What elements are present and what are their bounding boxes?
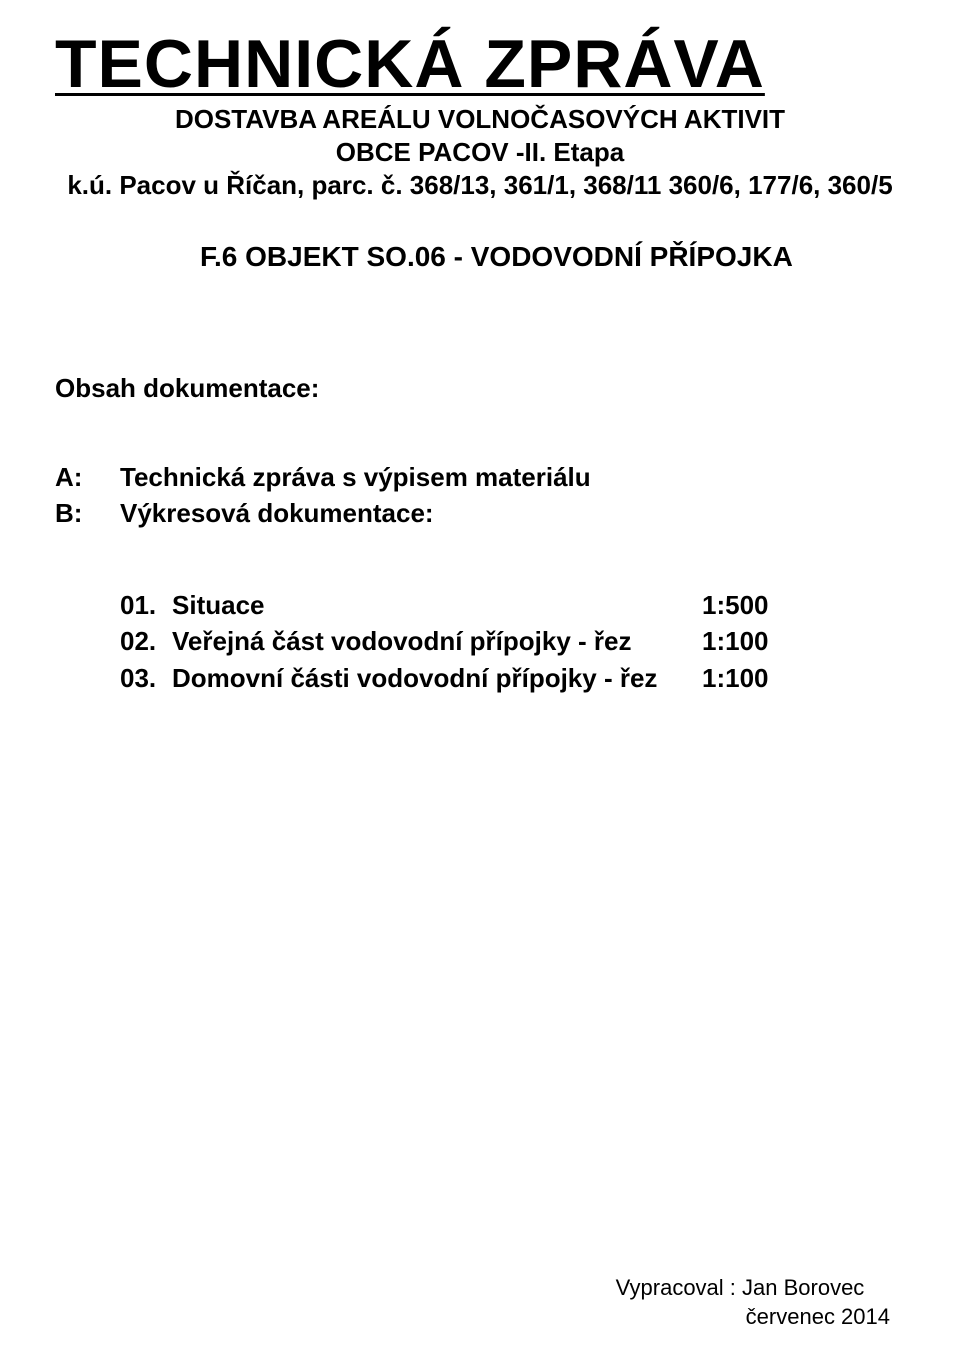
list-scale: 1:500 [702, 587, 769, 623]
footer: Vypracoval : Jan Borovec červenec 2014 [616, 1273, 890, 1332]
footer-date: červenec 2014 [616, 1302, 890, 1332]
section-heading: F.6 OBJEKT SO.06 - VODOVODNÍ PŘÍPOJKA [200, 241, 905, 273]
list-scale: 1:100 [702, 660, 769, 696]
list-description: Domovní části vodovodní přípojky - řez [172, 660, 702, 696]
list-text: Výkresová dokumentace: [120, 495, 434, 531]
list-item: B: Výkresová dokumentace: [55, 495, 905, 531]
list-scale: 1:100 [702, 623, 769, 659]
list-number: 01. [120, 587, 172, 623]
list-description: Veřejná část vodovodní přípojky - řez [172, 623, 702, 659]
drawings-list: 01. Situace 1:500 02. Veřejná část vodov… [120, 587, 905, 696]
list-item: 03. Domovní části vodovodní přípojky - ř… [120, 660, 905, 696]
list-letter: B: [55, 495, 120, 531]
subtitle-line-1: DOSTAVBA AREÁLU VOLNOČASOVÝCH AKTIVIT [55, 104, 905, 135]
footer-author: Vypracoval : Jan Borovec [616, 1273, 890, 1303]
list-number: 03. [120, 660, 172, 696]
page: TECHNICKÁ ZPRÁVA DOSTAVBA AREÁLU VOLNOČA… [0, 0, 960, 726]
subtitle-line-3: k.ú. Pacov u Říčan, parc. č. 368/13, 361… [55, 170, 905, 201]
list-description: Situace [172, 587, 702, 623]
contents-ab-list: A: Technická zpráva s výpisem materiálu … [55, 459, 905, 532]
subtitle-line-2: OBCE PACOV -II. Etapa [55, 137, 905, 168]
list-number: 02. [120, 623, 172, 659]
list-item: A: Technická zpráva s výpisem materiálu [55, 459, 905, 495]
list-item: 01. Situace 1:500 [120, 587, 905, 623]
contents-label: Obsah dokumentace: [55, 373, 905, 404]
list-item: 02. Veřejná část vodovodní přípojky - ře… [120, 623, 905, 659]
list-letter: A: [55, 459, 120, 495]
page-title: TECHNICKÁ ZPRÁVA [55, 30, 905, 98]
list-text: Technická zpráva s výpisem materiálu [120, 459, 591, 495]
